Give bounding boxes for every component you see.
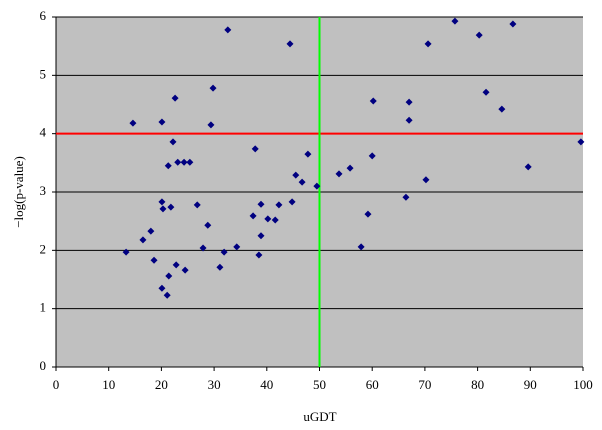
y-tick-label: 5 xyxy=(40,66,47,81)
data-point xyxy=(364,210,372,218)
data-point xyxy=(298,178,306,186)
data-point xyxy=(257,200,265,208)
data-point xyxy=(174,158,182,166)
data-point xyxy=(150,256,158,264)
x-tick-label: 80 xyxy=(471,377,484,392)
data-point xyxy=(498,105,506,113)
data-point xyxy=(216,263,224,271)
y-tick-label: 3 xyxy=(40,183,47,198)
data-point xyxy=(158,118,166,126)
data-point xyxy=(346,164,354,172)
data-point xyxy=(335,170,343,178)
data-point xyxy=(147,227,155,235)
x-tick-label: 30 xyxy=(208,377,221,392)
data-point xyxy=(164,162,172,170)
data-point xyxy=(255,251,263,259)
data-point xyxy=(165,272,173,280)
y-tick-label: 0 xyxy=(40,358,47,373)
data-point xyxy=(257,232,265,240)
data-point xyxy=(209,84,217,92)
data-point xyxy=(422,176,430,184)
data-point xyxy=(249,212,257,220)
data-point xyxy=(224,26,232,34)
data-point xyxy=(186,158,194,166)
data-point xyxy=(369,97,377,105)
data-point xyxy=(475,31,483,39)
data-point xyxy=(292,171,300,179)
x-tick-label: 10 xyxy=(102,377,115,392)
data-point xyxy=(357,243,365,251)
data-point xyxy=(204,221,212,229)
data-point xyxy=(271,216,279,224)
x-axis-label: uGDT xyxy=(303,409,336,424)
data-point xyxy=(163,291,171,299)
y-tick-label: 2 xyxy=(40,241,47,256)
data-point xyxy=(368,152,376,160)
x-tick-label: 60 xyxy=(366,377,379,392)
data-point xyxy=(158,284,166,292)
x-tick-label: 50 xyxy=(313,377,326,392)
x-tick-label: 0 xyxy=(53,377,60,392)
data-point xyxy=(180,158,188,166)
data-point xyxy=(509,20,517,28)
data-point xyxy=(171,94,179,102)
data-point xyxy=(402,193,410,201)
data-point xyxy=(172,261,180,269)
data-point xyxy=(129,119,137,127)
data-point xyxy=(264,215,272,223)
data-point xyxy=(251,145,259,153)
y-axis-label: −log(p-value) xyxy=(11,156,26,228)
data-point xyxy=(122,248,130,256)
data-point xyxy=(304,150,312,158)
data-point xyxy=(199,244,207,252)
data-point xyxy=(159,205,167,213)
x-tick-label: 100 xyxy=(573,377,593,392)
x-tick-label: 90 xyxy=(524,377,537,392)
data-point xyxy=(275,201,283,209)
x-tick-label: 40 xyxy=(260,377,273,392)
data-point xyxy=(286,40,294,48)
data-point xyxy=(193,201,201,209)
data-point xyxy=(181,266,189,274)
data-point xyxy=(524,163,532,171)
data-point xyxy=(207,121,215,129)
y-tick-label: 6 xyxy=(40,8,47,23)
data-point xyxy=(577,138,585,146)
data-point xyxy=(288,198,296,206)
data-point xyxy=(167,203,175,211)
data-point xyxy=(169,138,177,146)
data-point xyxy=(139,236,147,244)
data-point xyxy=(405,98,413,106)
data-point xyxy=(482,88,490,96)
data-point xyxy=(220,248,228,256)
data-point xyxy=(424,40,432,48)
data-point xyxy=(313,182,321,190)
data-point xyxy=(233,243,241,251)
y-tick-label: 4 xyxy=(40,125,47,140)
y-tick-label: 1 xyxy=(40,300,47,315)
data-point xyxy=(158,198,166,206)
data-point xyxy=(451,17,459,25)
data-point xyxy=(405,116,413,124)
x-tick-label: 20 xyxy=(155,377,168,392)
x-tick-label: 70 xyxy=(418,377,431,392)
